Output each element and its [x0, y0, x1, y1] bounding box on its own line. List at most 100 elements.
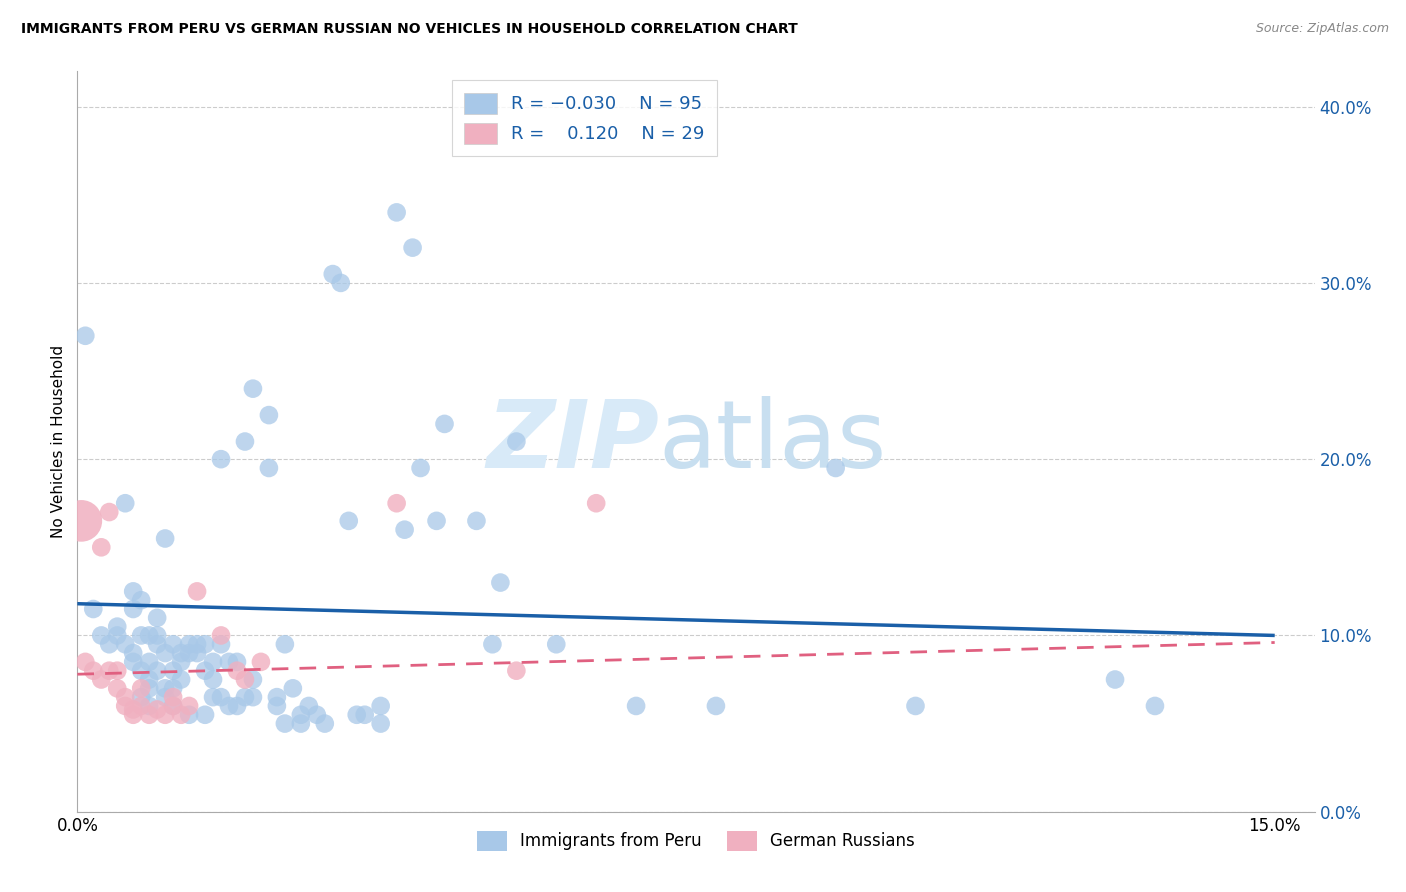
Point: [209, 452, 232, 467]
Point: [138, 655, 160, 669]
Point: [153, 532, 176, 546]
Point: [105, 681, 128, 696]
Point: [105, 619, 128, 633]
Text: IMMIGRANTS FROM PERU VS GERMAN RUSSIAN NO VEHICLES IN HOUSEHOLD CORRELATION CHAR: IMMIGRANTS FROM PERU VS GERMAN RUSSIAN N…: [21, 22, 797, 37]
Point: [146, 628, 169, 642]
Point: [250, 655, 273, 669]
Point: [146, 664, 169, 678]
Point: [114, 637, 136, 651]
Point: [122, 702, 145, 716]
Point: [129, 628, 152, 642]
Point: [170, 707, 193, 722]
Point: [704, 698, 727, 713]
Point: [226, 698, 249, 713]
Point: [274, 637, 297, 651]
Point: [465, 514, 488, 528]
Point: [218, 655, 240, 669]
Point: [322, 267, 344, 281]
Point: [75, 655, 97, 669]
Point: [1143, 698, 1166, 713]
Point: [489, 575, 512, 590]
Point: [226, 655, 249, 669]
Point: [98, 637, 121, 651]
Point: [90, 628, 112, 642]
Point: [194, 707, 217, 722]
Point: [242, 690, 264, 705]
Point: [70, 514, 93, 528]
Y-axis label: No Vehicles in Household: No Vehicles in Household: [51, 345, 66, 538]
Point: [824, 461, 846, 475]
Point: [346, 707, 368, 722]
Point: [170, 646, 193, 660]
Point: [122, 646, 145, 660]
Point: [146, 611, 169, 625]
Text: ZIP: ZIP: [486, 395, 659, 488]
Point: [274, 716, 297, 731]
Point: [129, 698, 152, 713]
Point: [138, 628, 160, 642]
Point: [233, 673, 256, 687]
Point: [394, 523, 416, 537]
Text: atlas: atlas: [659, 395, 887, 488]
Point: [138, 673, 160, 687]
Point: [370, 698, 392, 713]
Point: [257, 461, 280, 475]
Point: [186, 646, 208, 660]
Point: [82, 664, 104, 678]
Point: [194, 637, 217, 651]
Point: [170, 655, 193, 669]
Point: [162, 698, 184, 713]
Point: [329, 276, 352, 290]
Point: [585, 496, 607, 510]
Point: [162, 681, 184, 696]
Point: [105, 664, 128, 678]
Point: [401, 241, 423, 255]
Point: [481, 637, 503, 651]
Point: [186, 637, 208, 651]
Point: [281, 681, 304, 696]
Point: [177, 637, 200, 651]
Point: [202, 690, 225, 705]
Point: [433, 417, 456, 431]
Point: [129, 593, 152, 607]
Point: [385, 496, 408, 510]
Point: [153, 690, 176, 705]
Point: [153, 707, 176, 722]
Point: [177, 698, 200, 713]
Point: [226, 664, 249, 678]
Point: [153, 681, 176, 696]
Point: [353, 707, 375, 722]
Point: [904, 698, 927, 713]
Point: [177, 707, 200, 722]
Point: [233, 690, 256, 705]
Point: [146, 637, 169, 651]
Point: [90, 541, 112, 555]
Point: [170, 673, 193, 687]
Point: [177, 646, 200, 660]
Point: [305, 707, 328, 722]
Point: [129, 664, 152, 678]
Point: [202, 673, 225, 687]
Point: [162, 664, 184, 678]
Point: [75, 328, 97, 343]
Point: [314, 716, 336, 731]
Point: [98, 664, 121, 678]
Point: [162, 690, 184, 705]
Text: Source: ZipAtlas.com: Source: ZipAtlas.com: [1256, 22, 1389, 36]
Point: [90, 673, 112, 687]
Point: [146, 702, 169, 716]
Point: [209, 637, 232, 651]
Point: [242, 382, 264, 396]
Point: [114, 698, 136, 713]
Point: [129, 690, 152, 705]
Point: [242, 673, 264, 687]
Point: [162, 637, 184, 651]
Point: [218, 698, 240, 713]
Point: [98, 505, 121, 519]
Point: [114, 690, 136, 705]
Point: [505, 434, 527, 449]
Point: [290, 707, 312, 722]
Point: [105, 628, 128, 642]
Point: [337, 514, 360, 528]
Point: [122, 602, 145, 616]
